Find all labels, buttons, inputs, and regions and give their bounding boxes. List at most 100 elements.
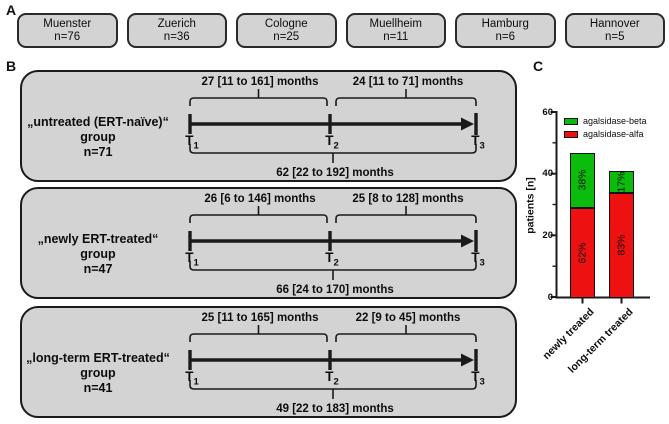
t-base: T	[185, 369, 194, 384]
center-n: n=36	[163, 30, 190, 43]
total-interval-label: 66 [24 to 170] months	[276, 284, 394, 296]
interval2-bracket	[335, 333, 477, 342]
ytick-60: 60	[542, 106, 553, 118]
t-sub: 2	[333, 257, 339, 269]
timeline-graphic	[188, 325, 478, 399]
ytick-20: 20	[542, 229, 553, 241]
group-box-untreated: „untreated (ERT-naïve)“ group n=71 27 [1…	[20, 70, 517, 182]
interval2-bracket	[335, 214, 477, 223]
timepoint-t3: T3	[453, 250, 503, 269]
timeline-arrowhead	[461, 117, 474, 131]
interval1-bracket	[189, 97, 328, 106]
panel-c-chart: C 60 40 20 0 patients [n]	[520, 55, 669, 424]
study-centers-row: Muenster n=76 Zuerich n=36 Cologne n=25 …	[17, 13, 665, 48]
group-label: „newly ERT-treated“ group n=47	[22, 232, 174, 277]
interval2-label: 25 [8 to 128] months	[352, 193, 464, 205]
timeline-arrowhead	[461, 353, 474, 367]
center-n: n=25	[273, 30, 300, 43]
legend-label-beta: agalsidase-beta	[583, 116, 647, 126]
center-name: Hannover	[589, 17, 640, 30]
bar-segment-alfa-newly: 62%	[570, 208, 595, 298]
center-name: Cologne	[264, 17, 308, 30]
group-label: „long-term ERT-treated“ group n=41	[22, 351, 174, 396]
panel-a-letter: A	[6, 2, 17, 18]
center-n: n=6	[495, 30, 515, 43]
legend-label-alfa: agalsidase-alfa	[583, 129, 644, 139]
timepoint-t1: T1	[167, 369, 217, 388]
percent-label: 38%	[576, 169, 589, 191]
t-sub: 2	[333, 376, 339, 388]
group-name: „long-term ERT-treated“ group	[26, 351, 170, 380]
group-label: „untreated (ERT-naïve)“ group n=71	[22, 115, 174, 160]
timeline-arrowhead	[461, 234, 474, 248]
center-box-hannover: Hannover n=5	[564, 13, 665, 48]
bar-segment-beta-longterm: 17%	[609, 171, 634, 193]
total-interval-label: 49 [22 to 183] months	[276, 403, 394, 415]
center-name: Zuerich	[157, 17, 196, 30]
center-name: Muellheim	[369, 17, 422, 30]
center-box-muenster: Muenster n=76	[17, 13, 118, 48]
t-sub: 3	[479, 257, 485, 269]
percent-label: 83%	[615, 234, 628, 256]
t-sub: 1	[193, 140, 199, 152]
group-n: n=41	[83, 381, 113, 395]
t-base: T	[325, 250, 334, 265]
legend-swatch-alfa	[564, 130, 578, 138]
group-box-long-term-treated: „long-term ERT-treated“ group n=41 25 [1…	[20, 306, 517, 418]
t-base: T	[471, 369, 480, 384]
t-base: T	[185, 250, 194, 265]
percent-label: 17%	[615, 171, 628, 193]
center-n: n=76	[54, 30, 81, 43]
bar-segment-beta-newly: 38%	[570, 152, 595, 209]
timeline-graphic	[188, 89, 478, 163]
interval1-label: 25 [11 to 165] months	[201, 312, 319, 324]
t-sub: 3	[479, 140, 485, 152]
interval2-label: 22 [9 to 45] months	[355, 312, 461, 324]
chart-axes	[550, 111, 650, 304]
group-n: n=47	[83, 262, 113, 276]
panel-b-letter: B	[6, 58, 17, 74]
legend-row-alfa: agalsidase-alfa	[564, 129, 647, 139]
timepoint-t1: T1	[167, 133, 217, 152]
center-n: n=5	[604, 30, 625, 43]
group-box-newly-treated: „newly ERT-treated“ group n=47 26 [6 to …	[20, 187, 517, 299]
legend-swatch-beta	[564, 117, 578, 125]
panel-c-letter: C	[533, 58, 544, 74]
t-sub: 3	[479, 376, 485, 388]
center-n: n=11	[383, 30, 409, 43]
group-n: n=71	[83, 145, 113, 159]
chart-legend: agalsidase-beta agalsidase-alfa	[564, 116, 647, 139]
timeline-graphic	[188, 206, 478, 280]
total-interval-label: 62 [22 to 192] months	[276, 167, 394, 179]
timepoint-t3: T3	[453, 133, 503, 152]
center-box-hamburg: Hamburg n=6	[455, 13, 556, 48]
interval1-label: 26 [6 to 146] months	[204, 193, 316, 205]
ytick-40: 40	[542, 168, 553, 180]
t-sub: 1	[193, 257, 199, 269]
t-base: T	[325, 133, 334, 148]
t-sub: 1	[193, 376, 199, 388]
t-base: T	[185, 133, 194, 148]
legend-row-beta: agalsidase-beta	[564, 116, 647, 126]
center-box-muellheim: Muellheim n=11	[345, 13, 446, 48]
interval1-bracket	[189, 333, 328, 342]
ytick-0: 0	[547, 291, 553, 303]
interval1-bracket	[189, 214, 328, 223]
interval2-label: 24 [11 to 71] months	[352, 76, 464, 88]
t-base: T	[471, 133, 480, 148]
center-name: Muenster	[43, 17, 92, 30]
center-name: Hamburg	[481, 17, 529, 30]
interval1-label: 27 [11 to 161] months	[201, 76, 319, 88]
center-box-cologne: Cologne n=25	[236, 13, 337, 48]
timepoint-t1: T1	[167, 250, 217, 269]
timepoint-t2: T2	[307, 133, 357, 152]
timepoint-t3: T3	[453, 369, 503, 388]
timepoint-t2: T2	[307, 369, 357, 388]
center-box-zuerich: Zuerich n=36	[126, 13, 227, 48]
group-name: „newly ERT-treated“ group	[37, 232, 159, 261]
t-base: T	[325, 369, 334, 384]
percent-label: 62%	[576, 242, 589, 264]
t-base: T	[471, 250, 480, 265]
y-axis-title: patients [n]	[524, 177, 537, 234]
